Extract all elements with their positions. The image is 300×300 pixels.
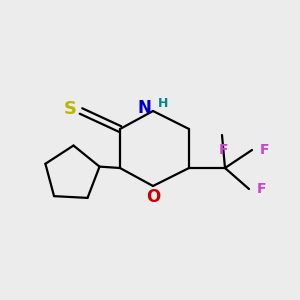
- Text: F: F: [260, 143, 269, 157]
- Text: H: H: [158, 97, 168, 110]
- Text: N: N: [138, 99, 152, 117]
- Text: F: F: [219, 142, 228, 157]
- Text: S: S: [64, 100, 77, 118]
- Text: F: F: [256, 182, 266, 196]
- Text: O: O: [146, 188, 160, 206]
